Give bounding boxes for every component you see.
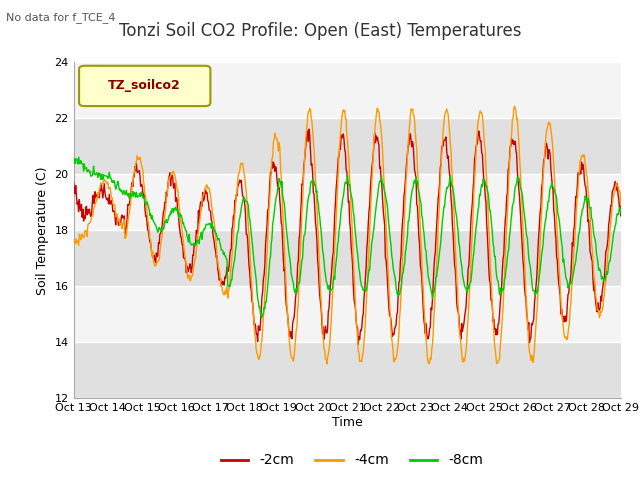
Bar <box>74 119 621 174</box>
Y-axis label: Soil Temperature (C): Soil Temperature (C) <box>36 166 49 295</box>
Bar <box>74 174 621 230</box>
Bar <box>74 62 621 119</box>
Text: TZ_soilco2: TZ_soilco2 <box>108 79 181 93</box>
Text: Tonzi Soil CO2 Profile: Open (East) Temperatures: Tonzi Soil CO2 Profile: Open (East) Temp… <box>119 22 521 40</box>
Legend: -2cm, -4cm, -8cm: -2cm, -4cm, -8cm <box>215 448 489 473</box>
Bar <box>74 230 621 287</box>
Bar <box>74 342 621 398</box>
X-axis label: Time: Time <box>332 416 363 429</box>
Bar <box>74 287 621 342</box>
Text: No data for f_TCE_4: No data for f_TCE_4 <box>6 12 116 23</box>
FancyBboxPatch shape <box>79 66 211 106</box>
